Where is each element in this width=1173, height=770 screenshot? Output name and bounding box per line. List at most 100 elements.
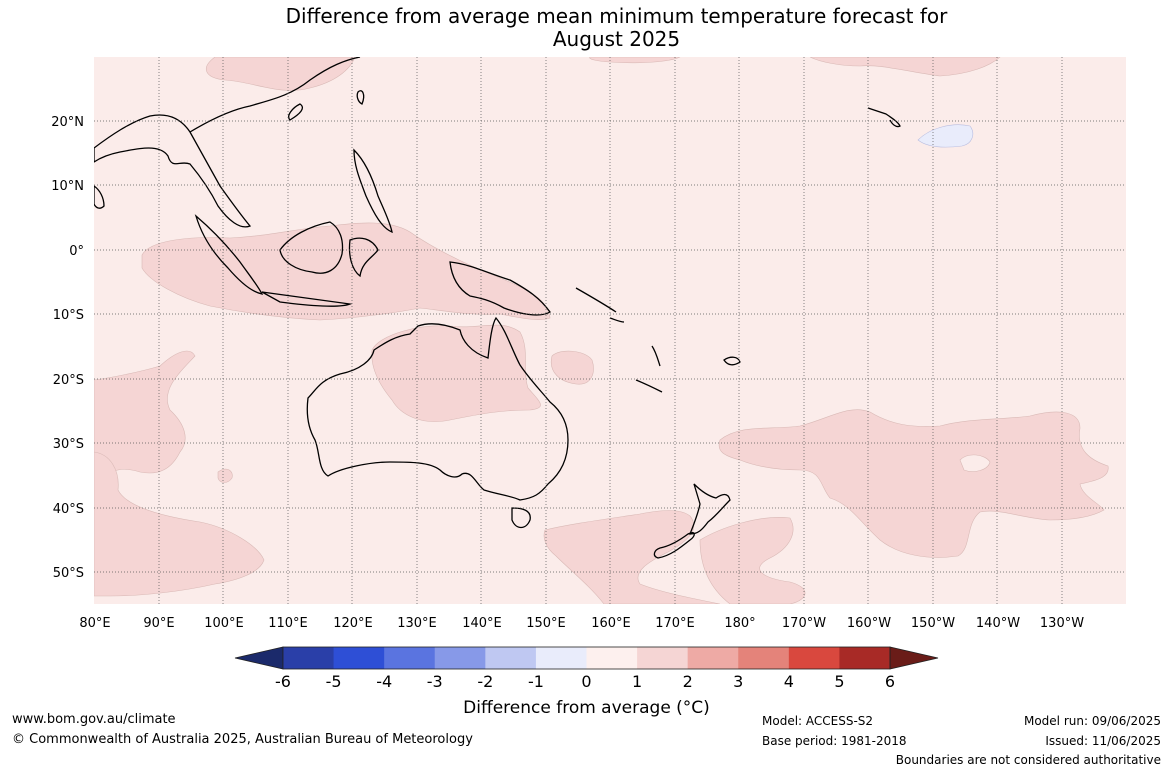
lon-label: 170°W xyxy=(782,616,826,631)
coast-china xyxy=(189,57,361,133)
colorbar-tick-label: -6 xyxy=(275,672,291,691)
colorbar-tick-label: -5 xyxy=(326,672,342,691)
anomaly-region-indonesia xyxy=(141,222,551,321)
colorbar-tick-label: 3 xyxy=(733,672,743,691)
coast-java xyxy=(261,291,353,307)
lon-label: 90°E xyxy=(143,616,174,631)
lon-label: 120°E xyxy=(333,616,373,631)
lat-label: 20°S xyxy=(53,373,84,388)
footer-model: Model: ACCESS-S2 xyxy=(762,714,874,728)
lon-label: 160°W xyxy=(847,616,891,631)
anomaly-region-north-pacific-top xyxy=(206,57,356,91)
anomaly-region-south-indian xyxy=(94,451,265,597)
colorbar-tick-label: -3 xyxy=(427,672,443,691)
lon-label: 140°E xyxy=(462,616,502,631)
colorbar-title: Difference from average (°C) xyxy=(463,698,710,718)
anomaly-region-south-pacific-hole xyxy=(959,454,991,472)
lat-label: 30°S xyxy=(53,437,84,452)
colorbar-tick-label: -2 xyxy=(477,672,493,691)
footer-url: www.bom.gov.au/climate xyxy=(12,712,176,727)
lat-label: 0° xyxy=(69,244,84,259)
anomaly-region-tasman xyxy=(543,510,721,604)
footer-disclaimer: Boundaries are not considered authoritat… xyxy=(895,753,1161,767)
colorbar-tick-label: 4 xyxy=(784,672,794,691)
colorbar-tick-label: 1 xyxy=(632,672,642,691)
lat-label: 40°S xyxy=(53,502,84,517)
colorbar-tick-label: 6 xyxy=(885,672,895,691)
coast-new-caledonia xyxy=(635,379,663,393)
colorbar xyxy=(234,646,939,670)
lat-label: 20°N xyxy=(51,115,84,130)
colorbar-segment xyxy=(333,647,385,669)
lon-label: 150°W xyxy=(911,616,955,631)
anomaly-region-small-islet xyxy=(217,468,233,483)
anomaly-region-australia xyxy=(371,324,541,422)
colorbar-segment xyxy=(384,647,436,669)
anomaly-region-sw-pacific xyxy=(699,517,806,604)
colorbar-segment xyxy=(788,647,840,669)
colorbar-segment xyxy=(535,647,587,669)
colorbar-tick-label: 5 xyxy=(834,672,844,691)
colorbar-segment xyxy=(687,647,739,669)
colorbar-tick-label: -4 xyxy=(376,672,392,691)
colorbar-tick-label: 0 xyxy=(581,672,591,691)
lon-label: 130°E xyxy=(397,616,437,631)
map-title-line1: Difference from average mean minimum tem… xyxy=(285,4,948,28)
colorbar-segment xyxy=(637,647,689,669)
coast-borneo xyxy=(279,221,344,274)
colorbar-ticks: -6 -5 -4 -3 -2 -1 0 1 2 3 4 5 6 xyxy=(275,672,895,691)
colorbar-segment xyxy=(839,647,891,669)
coast-philippines xyxy=(353,148,393,234)
colorbar-extend-low xyxy=(234,646,284,670)
coast-fiji xyxy=(723,356,741,366)
colorbar-frame xyxy=(282,646,891,670)
colorbar-segment xyxy=(283,647,335,669)
footer-model-run: Model run: 09/06/2025 xyxy=(1023,714,1161,728)
coast-indochina xyxy=(94,114,252,228)
lon-label: 80°E xyxy=(79,616,110,631)
lat-label: 10°S xyxy=(53,308,84,323)
footer-base-period: Base period: 1981-2018 xyxy=(762,734,907,748)
coast-india xyxy=(94,185,105,209)
colorbar-segment xyxy=(738,647,790,669)
footer-issued: Issued: 11/06/2025 xyxy=(1045,734,1161,748)
coast-tasmania xyxy=(511,507,531,529)
colorbar-tick-label: -1 xyxy=(528,672,544,691)
lon-label: 110°E xyxy=(268,616,308,631)
map-title-line2: August 2025 xyxy=(552,27,681,51)
lon-label: 160°E xyxy=(591,616,631,631)
coast-hawaii xyxy=(867,107,901,128)
lon-label: 140°W xyxy=(976,616,1020,631)
lon-label: 170°E xyxy=(655,616,695,631)
lat-label: 50°S xyxy=(53,566,84,581)
coast-taiwan xyxy=(356,90,365,105)
coast-nz-south xyxy=(653,532,695,559)
anomaly-region-north-pacific-east xyxy=(809,57,1001,77)
colorbar-tick-label: 2 xyxy=(683,672,693,691)
anomaly-region-negative xyxy=(917,124,974,148)
coast-sulawesi xyxy=(348,237,379,278)
coast-solomon xyxy=(575,287,625,323)
lon-label: 100°E xyxy=(204,616,244,631)
graticule xyxy=(94,57,1126,604)
colorbar-segment xyxy=(586,647,638,669)
anomaly-shading xyxy=(94,57,1109,604)
lon-label: 130°W xyxy=(1040,616,1084,631)
anomaly-region-north-pacific-strip xyxy=(589,57,681,64)
footer-copyright: © Commonwealth of Australia 2025, Austra… xyxy=(12,732,473,747)
coastlines xyxy=(94,57,901,559)
coast-australia xyxy=(306,316,569,501)
anomaly-region-coral-sea xyxy=(550,350,594,385)
anomaly-region-south-pacific xyxy=(718,409,1109,558)
lon-label: 180° xyxy=(724,616,755,631)
colorbar-segment xyxy=(434,647,486,669)
lat-label: 10°N xyxy=(51,179,84,194)
coast-vanuatu xyxy=(651,345,661,367)
coast-sumatra xyxy=(194,214,264,295)
colorbar-segment xyxy=(485,647,537,669)
lat-axis-labels: 20°N 10°N 0° 10°S 20°S 30°S 40°S 50°S xyxy=(51,115,84,581)
lon-axis-labels: 80°E 90°E 100°E 110°E 120°E 130°E 140°E … xyxy=(79,616,1084,631)
lon-label: 150°E xyxy=(526,616,566,631)
coast-nz-north xyxy=(689,483,731,535)
